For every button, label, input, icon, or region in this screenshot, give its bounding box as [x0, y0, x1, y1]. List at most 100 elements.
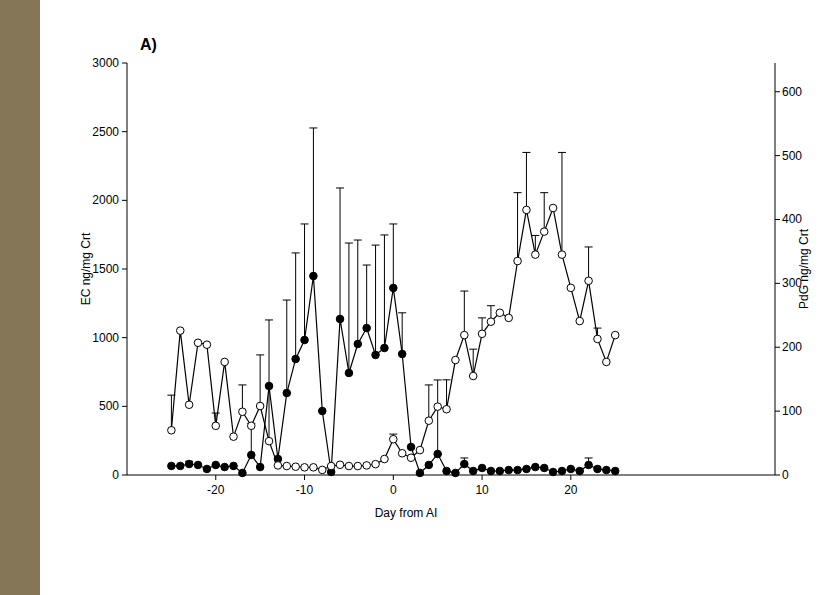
data-point: [505, 466, 513, 474]
data-point: [416, 446, 424, 454]
error-bar-cap: [460, 457, 468, 458]
series-line: [171, 276, 615, 473]
data-point: [576, 317, 584, 325]
y2-tick: [775, 91, 780, 92]
chart-background: [40, 0, 821, 595]
axes: [127, 63, 775, 475]
data-point: [434, 450, 442, 458]
y2-tick: [775, 283, 780, 284]
y-tick-label: 1500: [92, 262, 119, 276]
y2-tick: [775, 155, 780, 156]
data-point: [567, 465, 575, 473]
data-point: [354, 340, 362, 348]
data-point: [390, 284, 398, 292]
data-point: [318, 466, 326, 474]
data-point: [239, 469, 247, 477]
data-point: [318, 407, 326, 415]
panel-label: A): [140, 36, 157, 53]
error-bar-cap: [265, 319, 273, 320]
error-bar: [309, 128, 317, 276]
series-line: [171, 208, 615, 470]
error-bar-cap: [389, 223, 397, 224]
y-axis-title: EC ng/mg Crt: [79, 232, 93, 305]
data-point: [221, 463, 229, 471]
x-axis-line: [127, 475, 775, 476]
error-bar: [585, 247, 593, 281]
data-point: [194, 461, 202, 469]
y2-tick: [775, 411, 780, 412]
data-point: [558, 251, 566, 259]
y-tick-label: 2500: [92, 125, 119, 139]
error-bar-stem: [260, 355, 261, 406]
error-bar-cap: [256, 354, 264, 355]
error-bar-cap: [593, 328, 601, 329]
x-tick-label: 10: [475, 483, 489, 497]
data-point: [469, 372, 477, 380]
data-point: [327, 462, 335, 470]
x-tick-label: -20: [207, 483, 225, 497]
error-bar-cap: [434, 379, 442, 380]
error-bar-cap: [425, 384, 433, 385]
y-tick: [122, 406, 127, 407]
error-bar-cap: [460, 291, 468, 292]
data-point: [247, 451, 255, 459]
data-point: [230, 462, 238, 470]
data-point: [443, 467, 451, 475]
y-tick: [122, 337, 127, 338]
error-bar: [363, 265, 371, 328]
error-bar-cap: [212, 413, 220, 414]
data-point: [523, 206, 531, 214]
error-bar: [265, 320, 273, 386]
error-bar-stem: [340, 188, 341, 319]
y-tick: [122, 63, 127, 64]
data-point: [301, 464, 309, 472]
y2-tick-label: 600: [782, 85, 802, 99]
data-point: [603, 466, 611, 474]
error-bar-stem: [269, 320, 270, 386]
data-point: [549, 468, 557, 476]
error-bar-cap: [585, 457, 593, 458]
y2-axis-title: PdG ng/mg Crt: [797, 228, 811, 309]
data-point: [487, 318, 495, 326]
error-bar-cap: [540, 192, 548, 193]
error-bar: [522, 152, 530, 209]
y2-axis-line: [775, 63, 776, 475]
y-tick-label: 3000: [92, 56, 119, 70]
error-bar: [265, 385, 273, 441]
x-tick-label: 20: [564, 483, 578, 497]
data-point: [168, 426, 176, 434]
data-point: [363, 462, 371, 470]
data-point: [496, 467, 504, 475]
series: [167, 152, 619, 473]
y-tick: [122, 269, 127, 270]
error-bar-stem: [393, 224, 394, 288]
error-bar-stem: [357, 240, 358, 344]
data-point: [398, 449, 406, 457]
data-point: [354, 462, 362, 470]
data-point: [176, 327, 184, 335]
x-tick: [482, 475, 483, 480]
error-bar-cap: [372, 245, 380, 246]
error-bar: [283, 300, 291, 393]
error-bar-cap: [354, 240, 362, 241]
data-point: [247, 422, 255, 430]
data-point: [336, 461, 344, 469]
error-bar-cap: [487, 305, 495, 306]
data-point: [514, 466, 522, 474]
error-bar-stem: [286, 300, 287, 393]
data-point: [487, 467, 495, 475]
data-point: [594, 335, 602, 343]
error-bar: [372, 245, 380, 355]
error-bar: [336, 188, 344, 319]
error-bar-cap: [585, 246, 593, 247]
y2-tick-label: 100: [782, 404, 802, 418]
error-bar-cap: [558, 152, 566, 153]
data-point: [452, 469, 460, 477]
error-bar: [354, 240, 362, 344]
data-point: [461, 460, 469, 468]
data-point: [168, 462, 176, 470]
error-bar-stem: [437, 380, 438, 454]
error-bar-stem: [561, 152, 562, 254]
data-point: [532, 463, 540, 471]
x-tick: [570, 475, 571, 480]
